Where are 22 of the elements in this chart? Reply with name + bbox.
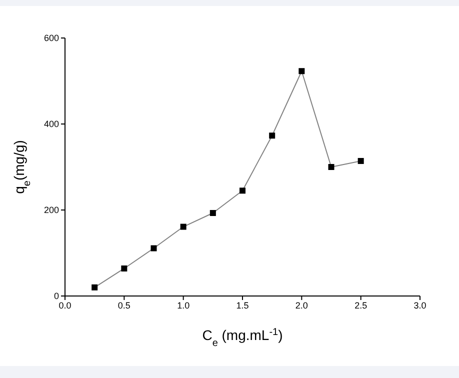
x-tick-label: 1.5 <box>236 300 249 310</box>
x-tick-label: 2.0 <box>295 300 308 310</box>
y-tick-label: 0 <box>54 291 59 302</box>
point <box>240 188 246 194</box>
point <box>298 68 305 74</box>
point <box>269 132 276 139</box>
point <box>150 245 157 252</box>
point <box>358 158 364 164</box>
point <box>328 164 334 170</box>
point <box>180 224 186 230</box>
y-tick-label: 200 <box>44 205 59 216</box>
point <box>210 210 216 216</box>
x-tick-label: 0.5 <box>118 300 130 310</box>
y-tick-label: 400 <box>44 119 59 130</box>
point <box>92 284 98 290</box>
x-tick-label: 0.0 <box>58 300 72 310</box>
x-tick-label: 2.5 <box>354 300 368 310</box>
y-tick-label: 600 <box>44 33 59 44</box>
x-tick-label: 1.0 <box>177 300 190 310</box>
x-axis-title: C$_{e}$ (mg.mL$^{-1}$) <box>202 326 283 348</box>
x-tick-label: 3.0 <box>414 300 426 310</box>
point <box>121 265 128 272</box>
